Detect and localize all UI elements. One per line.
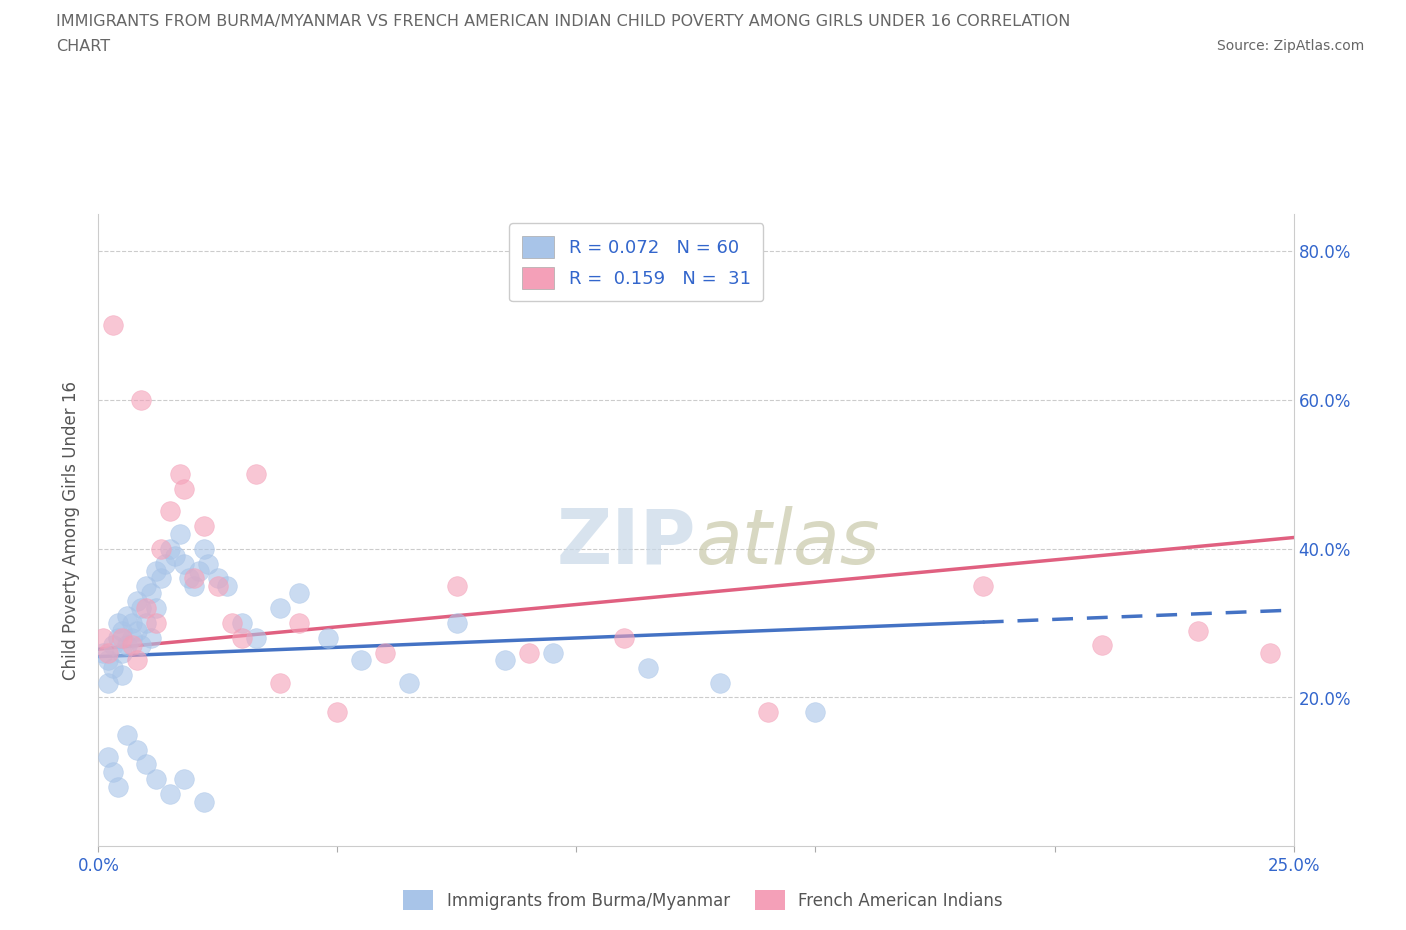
Point (107, 631, 129, 645)
Point (288, 616, 311, 631)
Point (115, 638, 138, 653)
Point (494, 653, 516, 668)
Point (97, 750, 120, 764)
Point (135, 616, 157, 631)
Point (207, 578, 229, 593)
Point (756, 705, 779, 720)
Point (145, 564, 167, 578)
Point (125, 593, 148, 608)
Point (193, 794, 215, 809)
Point (446, 578, 468, 593)
Point (115, 727, 138, 742)
Point (169, 467, 191, 482)
Point (101, 318, 124, 333)
Point (326, 705, 349, 720)
Legend: R = 0.072   N = 60, R =  0.159   N =  31: R = 0.072 N = 60, R = 0.159 N = 31 (509, 223, 763, 301)
Point (1187, 623, 1209, 638)
Text: CHART: CHART (56, 39, 110, 54)
Point (139, 631, 162, 645)
Point (231, 631, 253, 645)
Point (125, 623, 148, 638)
Point (149, 541, 172, 556)
Point (173, 556, 195, 571)
Point (269, 675, 291, 690)
Point (159, 541, 181, 556)
Point (97, 645, 120, 660)
Point (804, 705, 827, 720)
Point (217, 578, 239, 593)
Point (145, 601, 167, 616)
Point (541, 645, 564, 660)
Point (107, 779, 129, 794)
Point (183, 578, 205, 593)
Point (139, 586, 162, 601)
Point (135, 757, 157, 772)
Point (517, 645, 540, 660)
Point (183, 571, 205, 586)
Point (97, 653, 120, 668)
Point (245, 631, 267, 645)
Point (135, 601, 157, 616)
Point (131, 601, 153, 616)
Point (125, 742, 148, 757)
Point (131, 392, 153, 407)
Point (135, 578, 157, 593)
Y-axis label: Child Poverty Among Girls Under 16: Child Poverty Among Girls Under 16 (62, 380, 80, 680)
Point (972, 578, 994, 593)
Point (91, 645, 114, 660)
Point (197, 556, 219, 571)
Point (131, 638, 153, 653)
Point (125, 653, 148, 668)
Point (115, 608, 138, 623)
Point (193, 541, 215, 556)
Point (111, 623, 134, 638)
Point (207, 571, 229, 586)
Point (173, 772, 195, 787)
Point (163, 549, 186, 564)
Point (1091, 638, 1114, 653)
Point (101, 660, 124, 675)
Point (97, 675, 120, 690)
Text: ZIP: ZIP (557, 506, 696, 579)
Point (155, 556, 177, 571)
Point (107, 616, 129, 631)
Point (145, 772, 167, 787)
Point (145, 616, 167, 631)
Point (159, 504, 181, 519)
Legend: Immigrants from Burma/Myanmar, French American Indians: Immigrants from Burma/Myanmar, French Am… (396, 884, 1010, 917)
Point (231, 616, 253, 631)
Point (221, 616, 243, 631)
Text: IMMIGRANTS FROM BURMA/MYANMAR VS FRENCH AMERICAN INDIAN CHILD POVERTY AMONG GIRL: IMMIGRANTS FROM BURMA/MYANMAR VS FRENCH … (56, 14, 1070, 29)
Point (121, 616, 143, 631)
Point (159, 787, 181, 802)
Point (245, 467, 267, 482)
Point (101, 764, 124, 779)
Point (121, 638, 143, 653)
Point (316, 631, 339, 645)
Point (187, 564, 209, 578)
Point (111, 668, 134, 683)
Point (637, 660, 659, 675)
Point (91, 631, 114, 645)
Point (111, 645, 134, 660)
Point (288, 586, 311, 601)
Point (121, 631, 143, 645)
Point (149, 571, 172, 586)
Point (350, 653, 373, 668)
Text: atlas: atlas (696, 506, 880, 579)
Point (613, 631, 636, 645)
Point (709, 675, 731, 690)
Point (173, 482, 195, 497)
Point (193, 519, 215, 534)
Point (1258, 645, 1281, 660)
Point (169, 526, 191, 541)
Text: Source: ZipAtlas.com: Source: ZipAtlas.com (1216, 39, 1364, 53)
Point (398, 675, 420, 690)
Point (101, 638, 124, 653)
Point (446, 616, 468, 631)
Point (179, 571, 201, 586)
Point (111, 631, 134, 645)
Point (269, 601, 291, 616)
Point (374, 645, 396, 660)
